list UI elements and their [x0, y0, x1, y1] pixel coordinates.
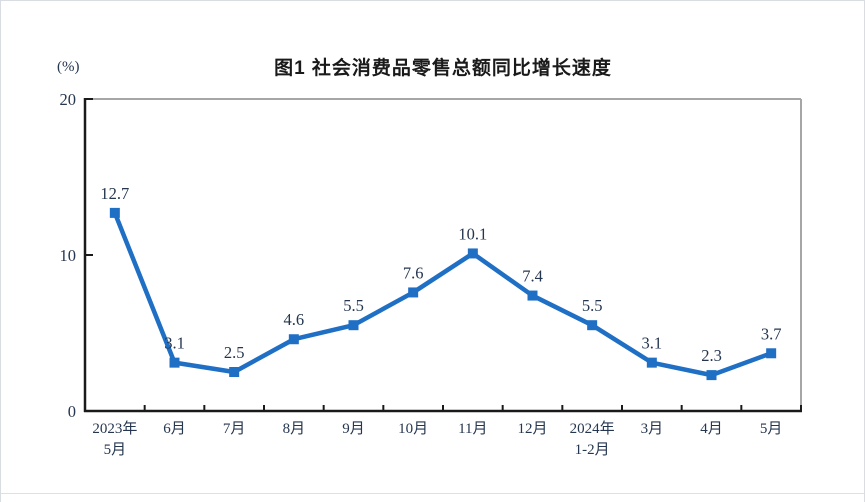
data-point-marker [766, 348, 777, 359]
data-point-marker [706, 370, 717, 381]
data-point-marker [408, 287, 419, 298]
x-tick-label: 11月 [458, 421, 487, 437]
x-tick-label: 7月 [223, 421, 246, 437]
x-tick-label: 9月 [342, 421, 365, 437]
y-tick-label: 10 [60, 246, 77, 265]
data-label: 10.1 [458, 224, 487, 243]
data-label: 3.7 [761, 324, 782, 343]
page-divider [1, 493, 864, 494]
x-tick-label: 5月 [104, 442, 127, 458]
data-point-marker [348, 320, 359, 331]
x-tick-label: 2024年 [570, 420, 615, 437]
y-axis-unit-label: (%) [57, 59, 80, 75]
data-label: 2.5 [224, 343, 245, 362]
series-line [112, 210, 774, 378]
x-tick-label: 8月 [283, 421, 306, 437]
y-tick-label: 0 [68, 402, 76, 421]
data-label: 2.3 [701, 346, 722, 365]
data-label: 5.5 [343, 296, 364, 315]
x-tick-label: 1-2月 [575, 442, 610, 458]
data-point-marker [109, 207, 120, 218]
data-label: 12.7 [100, 184, 129, 203]
x-tick-label: 6月 [163, 421, 186, 437]
y-tick-label: 20 [60, 90, 77, 109]
data-label: 3.1 [164, 334, 185, 353]
x-tick-label: 3月 [641, 421, 664, 437]
chart-title: 图1 社会消费品零售总额同比增长速度 [274, 58, 612, 79]
data-label: 7.4 [522, 267, 543, 286]
data-label: 5.5 [582, 296, 603, 315]
x-tick-label: 12月 [517, 421, 547, 437]
data-point-marker [646, 357, 657, 368]
data-point-marker [587, 320, 598, 331]
data-label: 4.6 [284, 310, 305, 329]
x-tick-label: 5月 [760, 421, 783, 437]
data-point-marker [527, 290, 538, 301]
x-tick-label: 10月 [398, 421, 428, 437]
data-label: 7.6 [403, 263, 424, 282]
data-label: 3.1 [642, 334, 663, 353]
data-point-marker [169, 357, 180, 368]
x-tick-label: 2023年 [92, 420, 137, 437]
x-tick-label: 4月 [700, 421, 723, 437]
data-point-marker [467, 248, 478, 259]
data-point-marker [288, 334, 299, 345]
data-point-marker [229, 367, 240, 377]
